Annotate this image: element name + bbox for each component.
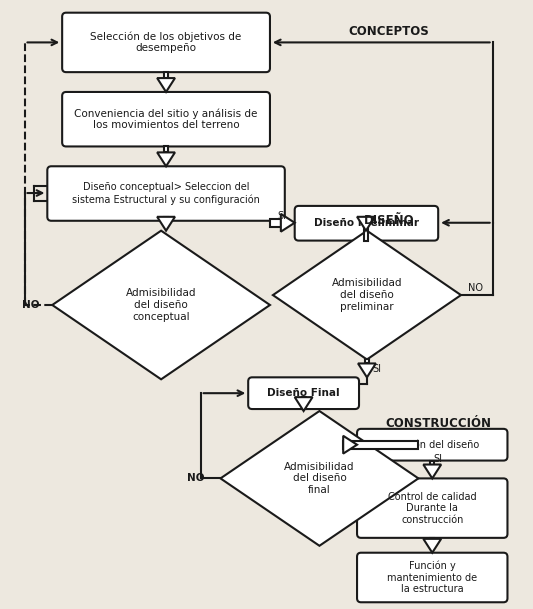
- Polygon shape: [164, 146, 168, 152]
- Text: Conveniencia del sitio y análisis de
los movimientos del terreno: Conveniencia del sitio y análisis de los…: [75, 108, 258, 130]
- Text: Admisibilidad
del diseño
final: Admisibilidad del diseño final: [284, 462, 354, 495]
- Polygon shape: [157, 78, 175, 92]
- Text: Revisión del diseño: Revisión del diseño: [385, 440, 479, 449]
- Text: Selección de los objetivos de
desempeño: Selección de los objetivos de desempeño: [91, 31, 241, 54]
- Text: NO: NO: [469, 283, 483, 293]
- Polygon shape: [157, 152, 175, 166]
- FancyBboxPatch shape: [62, 13, 270, 72]
- FancyBboxPatch shape: [357, 553, 507, 602]
- Text: Función y
mantenimiento de
la estructura: Función y mantenimiento de la estructura: [387, 561, 478, 594]
- Polygon shape: [270, 219, 281, 227]
- Polygon shape: [430, 538, 434, 539]
- Polygon shape: [423, 465, 441, 479]
- Polygon shape: [343, 436, 357, 454]
- Polygon shape: [364, 217, 368, 241]
- FancyBboxPatch shape: [357, 479, 507, 538]
- Text: SI: SI: [277, 211, 286, 221]
- Polygon shape: [302, 397, 305, 409]
- Polygon shape: [295, 397, 312, 411]
- Polygon shape: [343, 441, 418, 449]
- Polygon shape: [52, 231, 270, 379]
- Polygon shape: [164, 72, 168, 78]
- Polygon shape: [281, 214, 295, 231]
- Polygon shape: [357, 217, 375, 231]
- Text: SI: SI: [373, 364, 381, 375]
- Text: Control de calidad
Durante la
construcción: Control de calidad Durante la construcci…: [388, 491, 477, 525]
- Polygon shape: [365, 359, 369, 364]
- Text: NO: NO: [22, 300, 39, 310]
- Text: Diseño conceptual> Seleccion del
sistema Estructural y su configuración: Diseño conceptual> Seleccion del sistema…: [72, 183, 260, 205]
- Polygon shape: [273, 231, 461, 359]
- Text: CONCEPTOS: CONCEPTOS: [349, 24, 429, 38]
- Text: Admisibilidad
del diseño
conceptual: Admisibilidad del diseño conceptual: [126, 289, 196, 322]
- Text: Admisibilidad
del diseño
preliminar: Admisibilidad del diseño preliminar: [332, 278, 402, 312]
- Polygon shape: [221, 411, 418, 546]
- FancyBboxPatch shape: [357, 429, 507, 460]
- Polygon shape: [430, 460, 434, 465]
- FancyBboxPatch shape: [248, 378, 359, 409]
- FancyBboxPatch shape: [295, 206, 438, 241]
- Polygon shape: [164, 217, 168, 221]
- FancyBboxPatch shape: [62, 92, 270, 146]
- Text: NO: NO: [187, 473, 205, 484]
- Polygon shape: [157, 217, 175, 231]
- Text: Diseño Final: Diseño Final: [267, 388, 340, 398]
- Polygon shape: [423, 539, 441, 553]
- FancyBboxPatch shape: [47, 166, 285, 221]
- Text: CONSTRUCCIÓN: CONSTRUCCIÓN: [385, 417, 491, 430]
- Text: SI: SI: [434, 454, 443, 463]
- Polygon shape: [358, 364, 376, 378]
- Text: Diseño Preliminar: Diseño Preliminar: [314, 218, 419, 228]
- Text: DISEÑO: DISEÑO: [364, 214, 414, 227]
